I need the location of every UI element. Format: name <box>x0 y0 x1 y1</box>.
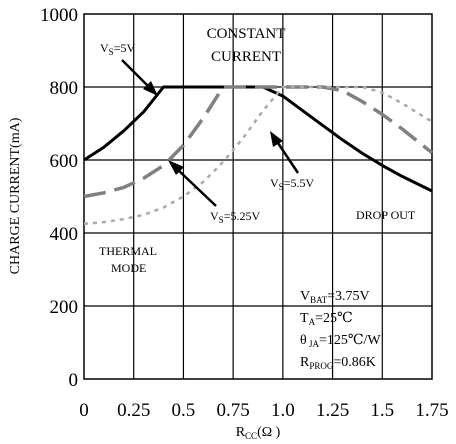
annotation-thermal-2: MODE <box>111 261 146 275</box>
x-tick-label: 1.75 <box>415 400 448 421</box>
series-label-vs5: VS=5V <box>100 41 158 96</box>
series-line-2 <box>83 85 433 226</box>
x-tick-labels: 0 0.25 0.5 0.75 1.0 1.25 1.5 1.75 <box>79 400 448 421</box>
y-axis-title: CHARGE CURRENT(mA) <box>8 117 23 274</box>
series-label-vs55: VS=5.5V <box>270 131 314 192</box>
condition-rprog: RPROG=0.86K <box>300 355 376 371</box>
arrow-vs525 <box>175 167 217 207</box>
x-tick-label: 1.25 <box>316 400 349 421</box>
annotation-constant-current-1: CONSTANT <box>207 26 286 42</box>
x-tick-label: 0.75 <box>217 400 250 421</box>
svg-text:VS=5.25V: VS=5.25V <box>210 209 260 225</box>
x-tick-label: 1.0 <box>271 400 295 421</box>
y-tick-label: 800 <box>50 78 79 99</box>
svg-text:VS=5V: VS=5V <box>100 41 135 57</box>
arrowhead-vs5 <box>143 81 158 96</box>
y-tick-label: 0 <box>69 370 79 391</box>
y-tick-label: 400 <box>50 224 79 245</box>
x-tick-label: 1.5 <box>370 400 394 421</box>
plot-frame <box>83 13 433 380</box>
condition-ta: TA=25℃ <box>300 311 353 327</box>
arrowhead-vs55 <box>270 131 283 147</box>
series-line-0 <box>83 85 433 193</box>
x-tick-label: 0 <box>79 400 89 421</box>
arrowhead-vs525 <box>168 160 184 175</box>
y-tick-labels: 0 200 400 600 800 1000 <box>40 5 78 391</box>
series-line-1 <box>83 85 434 199</box>
grid <box>84 14 432 379</box>
series-lines <box>83 85 434 226</box>
x-axis-title: RCC(Ω ) <box>236 425 281 441</box>
y-tick-label: 1000 <box>40 5 78 26</box>
annotation-drop-out: DROP OUT <box>356 208 416 222</box>
x-tick-label: 0.5 <box>172 400 196 421</box>
y-tick-label: 600 <box>50 151 79 172</box>
annotation-constant-current-2: CURRENT <box>211 49 281 65</box>
condition-vbat: VBAT=3.75V <box>300 289 370 305</box>
conditions: VBAT=3.75V TA=25℃ θ JA=125℃/W RPROG=0.86… <box>300 289 381 371</box>
x-tick-label: 0.25 <box>117 400 150 421</box>
arrow-vs55 <box>274 139 300 174</box>
condition-theta-ja: θ JA=125℃/W <box>300 333 381 349</box>
svg-text:VS=5.5V: VS=5.5V <box>270 176 314 192</box>
series-label-vs525: VS=5.25V <box>168 160 260 225</box>
annotation-thermal-1: THERMAL <box>99 244 157 258</box>
y-tick-label: 200 <box>50 297 79 318</box>
